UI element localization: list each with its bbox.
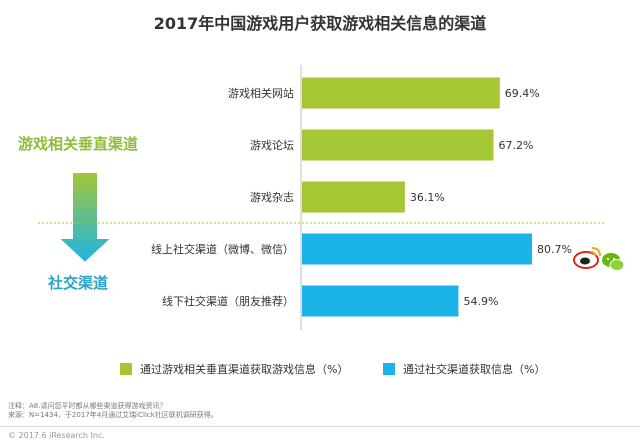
bar-1 (302, 129, 494, 161)
legend-swatch-cyan (383, 363, 395, 375)
copyright: © 2017.6 iResearch Inc. (8, 431, 105, 440)
chart-title: 2017年中国游戏用户获取游戏相关信息的渠道 (153, 14, 487, 33)
footnote-question: 注释：A8.请问您平时都从哪些渠道获得游戏资讯？ (8, 402, 167, 410)
bar-3 (302, 233, 532, 265)
category-label-2: 游戏杂志 (250, 191, 294, 204)
value-label-2: 36.1% (410, 191, 445, 204)
category-label-1: 游戏论坛 (250, 138, 294, 152)
weibo-icon (573, 247, 601, 269)
legend-swatch-green (120, 363, 132, 375)
value-label-3: 80.7% (537, 243, 572, 256)
flow-arrow (55, 171, 115, 265)
legend-item-social: 通过社交渠道获取信息（%） (383, 361, 545, 377)
value-label-4: 54.9% (463, 295, 498, 308)
chart-plot: 游戏相关网站 69.4% 游戏论坛 67.2% 游戏杂志 36.1% 线上社交渠道（微博、微… (38, 65, 625, 330)
value-label-1: 67.2% (499, 139, 534, 152)
legend-label-social: 通过社交渠道获取信息（%） (403, 363, 546, 376)
footnotes: 注释：A8.请问您平时都从哪些渠道获得游戏资讯？ 来源：N=1434，于2017… (8, 402, 218, 420)
bar-2 (302, 181, 405, 213)
category-label-0: 游戏相关网站 (228, 86, 294, 100)
value-label-0: 69.4% (505, 87, 540, 100)
wechat-icon (602, 253, 625, 271)
footnote-source: 来源：N=1434，于2017年4月通过艾瑞iClick社区联机调研获得。 (8, 411, 218, 419)
footer-divider (0, 426, 640, 427)
category-label-4: 线下社交渠道（朋友推荐） (162, 294, 294, 308)
bar-0 (302, 77, 500, 109)
legend-item-vertical: 通过游戏相关垂直渠道获取游戏信息（%） (120, 361, 348, 377)
social-channel-label: 社交渠道 (48, 274, 109, 292)
bar-4 (302, 285, 459, 317)
category-label-3: 线上社交渠道（微博、微信） (151, 242, 294, 256)
vertical-channel-label: 游戏相关垂直渠道 (18, 135, 139, 153)
legend-label-vertical: 通过游戏相关垂直渠道获取游戏信息（%） (140, 363, 349, 376)
